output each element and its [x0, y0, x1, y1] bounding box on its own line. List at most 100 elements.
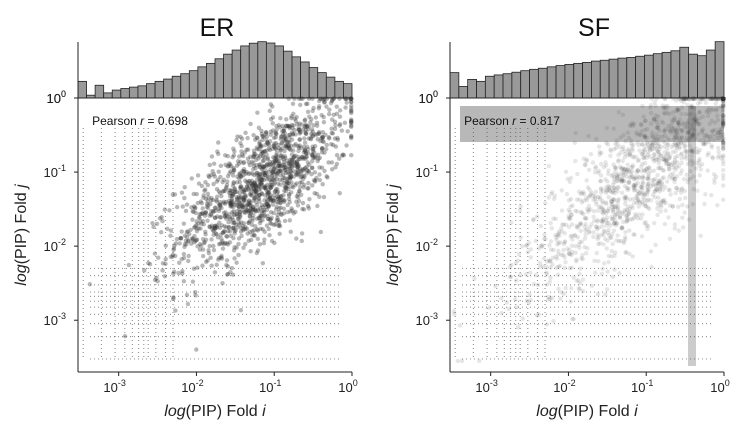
scatter-point: [224, 185, 229, 190]
scatter-point: [278, 116, 283, 121]
scatter-point: [256, 146, 262, 152]
scatter-point: [284, 176, 290, 182]
scatter-point: [257, 171, 263, 177]
scatter-point: [579, 210, 584, 216]
scatter-point: [563, 222, 569, 227]
scatter-point: [266, 226, 271, 232]
scatter-point: [698, 96, 704, 101]
scatter-point: [198, 199, 203, 204]
scatter-point: [659, 182, 665, 187]
scatter-point: [598, 190, 604, 195]
scatter-point: [297, 137, 303, 142]
scatter-point: [662, 111, 668, 116]
scatter-point: [308, 120, 313, 125]
scatter-point: [205, 191, 211, 196]
scatter-point: [305, 101, 310, 106]
scatter-point: [721, 96, 726, 101]
scatter-point: [275, 217, 281, 223]
scatter-point: [215, 149, 220, 154]
scatter-point: [698, 167, 704, 172]
scatter-point: [300, 154, 305, 160]
scatter-point: [656, 178, 662, 183]
scatter-point: [286, 160, 291, 166]
histogram-bar: [573, 62, 583, 99]
scatter-point: [199, 183, 205, 189]
scatter-point: [291, 155, 297, 160]
scatter-point: [709, 143, 714, 148]
scatter-point: [270, 169, 275, 175]
scatter-point: [620, 177, 625, 183]
scatter-point: [219, 253, 224, 259]
scatter-point: [302, 182, 307, 188]
scatter-point: [178, 235, 184, 241]
scatter-point: [190, 217, 195, 222]
scatter-point: [584, 227, 590, 232]
scatter-point: [234, 137, 239, 143]
scatter-point: [286, 186, 291, 192]
scatter-point: [276, 161, 282, 166]
scatter-point: [584, 178, 589, 183]
scatter-point: [562, 240, 567, 245]
scatter-point: [241, 198, 247, 203]
scatter-point: [633, 174, 638, 180]
scatter-point: [224, 233, 229, 239]
scatter-point: [248, 206, 254, 211]
scatter-point: [217, 225, 223, 231]
scatter-point: [309, 131, 314, 137]
scatter-point: [229, 198, 235, 203]
scatter-point: [650, 181, 656, 186]
scatter-point: [239, 233, 244, 239]
scatter-point: [268, 217, 273, 222]
scatter-point: [704, 109, 709, 115]
scatter-point: [160, 218, 165, 224]
scatter-point: [631, 215, 637, 221]
scatter-point: [230, 154, 235, 160]
scatter-point: [198, 211, 204, 217]
scatter-point: [689, 111, 694, 116]
pearson-annotation: Pearson r = 0.698: [92, 114, 188, 128]
scatter-point: [261, 164, 266, 170]
scatter-point: [609, 254, 614, 259]
scatter-point: [198, 219, 203, 224]
scatter-point: [650, 146, 655, 152]
scatter-point: [262, 172, 268, 178]
scatter-point: [302, 136, 307, 141]
scatter-point: [256, 183, 261, 189]
scatter-point: [721, 96, 726, 101]
scatter-point: [260, 150, 265, 155]
scatter-point: [329, 160, 335, 165]
scatter-point: [583, 216, 588, 221]
scatter-point: [296, 125, 301, 130]
scatter-point: [173, 241, 179, 246]
scatter-point: [244, 179, 249, 185]
scatter-point: [596, 235, 601, 240]
scatter-point: [651, 168, 657, 173]
scatter-point: [285, 209, 290, 215]
scatter-point: [628, 169, 633, 175]
scatter-point: [305, 160, 311, 165]
scatter-point: [696, 96, 701, 101]
scatter-point: [538, 264, 543, 269]
scatter-point: [278, 156, 284, 161]
scatter-point: [600, 220, 605, 225]
scatter-point: [200, 263, 205, 268]
scatter-point: [263, 168, 268, 174]
scatter-point: [697, 163, 702, 169]
scatter-point: [215, 235, 221, 240]
scatter-point: [330, 131, 336, 136]
scatter-point: [591, 193, 596, 198]
scatter-point: [238, 186, 243, 192]
scatter-point: [315, 158, 320, 164]
scatter-point: [238, 194, 244, 199]
scatter-point: [562, 265, 567, 271]
histogram-bar: [705, 49, 716, 99]
scatter-point: [249, 183, 255, 188]
scatter-point: [592, 258, 597, 264]
scatter-point: [249, 159, 255, 164]
histogram-bar: [146, 83, 156, 99]
scatter-point: [209, 223, 215, 228]
scatter-points: [82, 96, 354, 360]
scatter-point: [184, 234, 190, 240]
scatter-point: [296, 154, 301, 160]
scatter-point: [231, 209, 236, 214]
